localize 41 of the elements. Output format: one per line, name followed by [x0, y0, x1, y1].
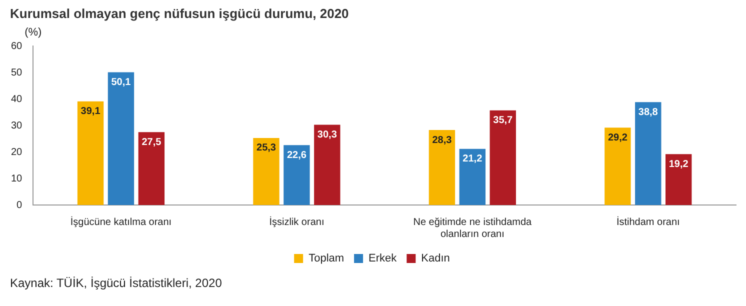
bar: [284, 145, 310, 205]
bar: [666, 154, 692, 205]
bar: [635, 102, 662, 205]
y-tick-label: 0: [16, 200, 23, 211]
bar: [138, 132, 165, 205]
bar: [490, 110, 516, 205]
text: 30,3: [317, 129, 337, 140]
text: 27,5: [142, 136, 162, 148]
x-tick-label: Ne eğitimde ne istihdamda olanların oranı: [413, 216, 532, 240]
bar: [428, 130, 456, 205]
chart-title: Kurumsal olmayan genç nüfusun işgücü durumu, 2020: [10, 6, 349, 21]
text: 35,7: [493, 115, 513, 126]
legend-label: Kadın: [421, 252, 450, 265]
y-axis-title: (%): [24, 26, 42, 39]
legend-label: Erkek: [368, 252, 398, 265]
text: 28,3: [432, 134, 452, 146]
bar: [459, 148, 486, 205]
text: 39,1: [80, 106, 100, 118]
bar: [77, 101, 104, 205]
text: Kaynak: TÜİK, İşgücü İstatistikleri, 2020: [10, 276, 222, 290]
y-tick-label: 20: [11, 146, 23, 158]
legend-label: Toplam: [308, 252, 344, 265]
text: 38,8: [638, 106, 658, 118]
y-tick-label: 30: [11, 120, 23, 132]
bar: [314, 124, 340, 205]
bar: [253, 138, 280, 205]
text: 25,3: [256, 142, 276, 154]
x-tick-label: İşgücüne katılma oranı: [70, 216, 172, 228]
y-tick-label: 10: [11, 173, 23, 184]
y-tick-label: 40: [11, 94, 23, 105]
x-tick-label: İşsizlik oranı: [269, 216, 324, 228]
bar: [108, 72, 134, 205]
text: 19,2: [668, 158, 688, 170]
y-tick-label: 50: [11, 67, 23, 78]
text: 50,1: [111, 76, 131, 88]
bar: [604, 128, 631, 205]
text: 29,2: [608, 132, 628, 144]
y-tick-label: 60: [11, 40, 23, 52]
text: 22,6: [286, 150, 306, 161]
text: 21,2: [462, 154, 482, 165]
x-tick-label: İstihdam oranı: [616, 216, 680, 228]
